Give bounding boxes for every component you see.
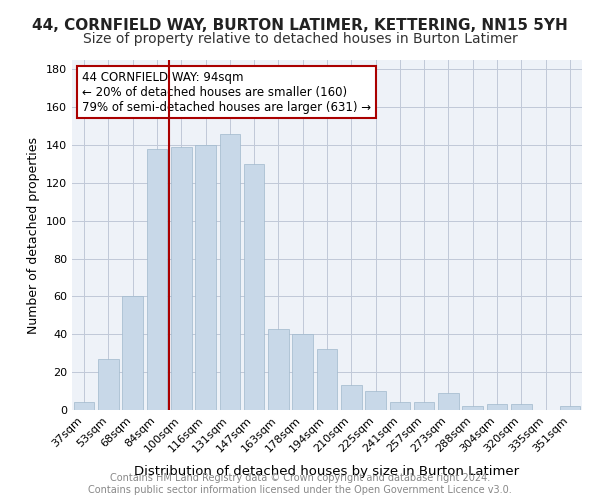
Bar	[171, 147, 191, 410]
Bar	[195, 145, 216, 410]
Bar	[389, 402, 410, 410]
Bar	[244, 164, 265, 410]
Bar	[560, 406, 580, 410]
Text: 44 CORNFIELD WAY: 94sqm
← 20% of detached houses are smaller (160)
79% of semi-d: 44 CORNFIELD WAY: 94sqm ← 20% of detache…	[82, 70, 371, 114]
Text: 44, CORNFIELD WAY, BURTON LATIMER, KETTERING, NN15 5YH: 44, CORNFIELD WAY, BURTON LATIMER, KETTE…	[32, 18, 568, 32]
Bar	[463, 406, 483, 410]
Bar	[365, 391, 386, 410]
Bar	[317, 350, 337, 410]
Bar	[438, 393, 459, 410]
Bar	[487, 404, 508, 410]
Bar	[511, 404, 532, 410]
Bar	[98, 359, 119, 410]
Bar	[292, 334, 313, 410]
Bar	[74, 402, 94, 410]
Y-axis label: Number of detached properties: Number of detached properties	[28, 136, 40, 334]
Bar	[414, 402, 434, 410]
Bar	[341, 386, 362, 410]
Text: Contains HM Land Registry data © Crown copyright and database right 2024.
Contai: Contains HM Land Registry data © Crown c…	[88, 474, 512, 495]
Bar	[146, 149, 167, 410]
Bar	[122, 296, 143, 410]
Bar	[220, 134, 240, 410]
Text: Size of property relative to detached houses in Burton Latimer: Size of property relative to detached ho…	[83, 32, 517, 46]
Bar	[268, 328, 289, 410]
X-axis label: Distribution of detached houses by size in Burton Latimer: Distribution of detached houses by size …	[134, 465, 520, 478]
